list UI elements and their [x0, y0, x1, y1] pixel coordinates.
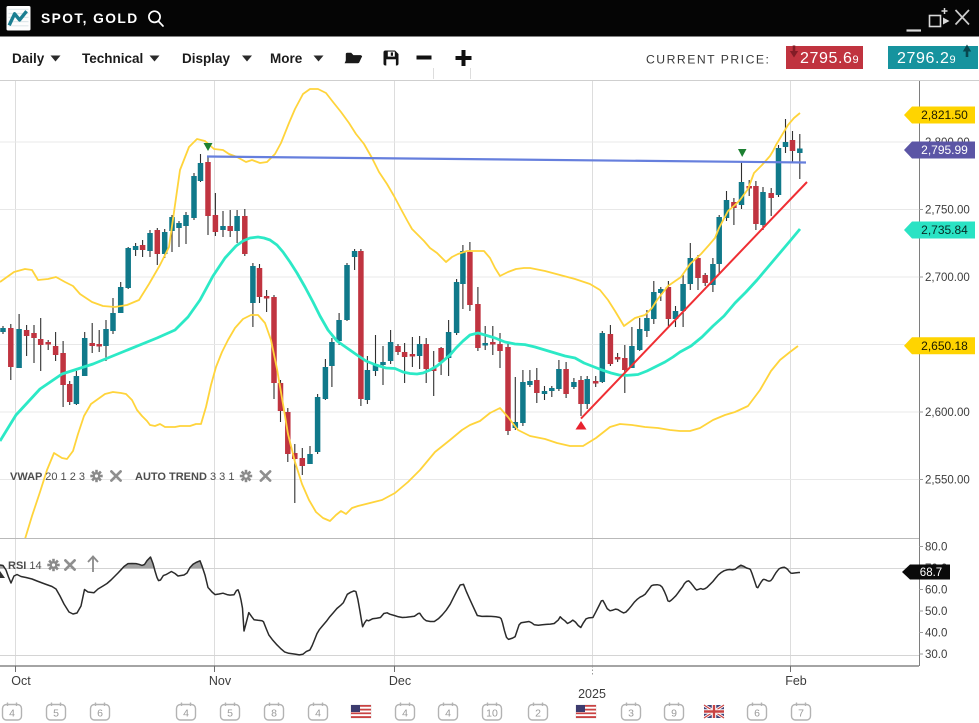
svg-text:Dec: Dec	[389, 674, 411, 688]
svg-text:9: 9	[671, 708, 677, 720]
svg-text:40.0: 40.0	[925, 628, 947, 640]
svg-text:2,750.00: 2,750.00	[925, 205, 970, 217]
svg-text:4: 4	[315, 708, 321, 720]
svg-text:AUTO TREND 3 3 1: AUTO TREND 3 3 1	[135, 471, 234, 483]
svg-text:SPOT, GOLD: SPOT, GOLD	[41, 11, 139, 26]
svg-text:6: 6	[754, 708, 760, 720]
svg-text:VWAP 20 1 2 3: VWAP 20 1 2 3	[10, 471, 85, 483]
svg-text:More: More	[270, 51, 303, 66]
svg-text:CURRENT PRICE:: CURRENT PRICE:	[646, 53, 770, 67]
svg-text:2,821.50: 2,821.50	[921, 108, 968, 122]
svg-text:6: 6	[97, 708, 103, 720]
svg-text:4: 4	[9, 708, 15, 720]
svg-text:Daily: Daily	[12, 51, 45, 66]
svg-text:4: 4	[445, 708, 451, 720]
svg-text:2795.69: 2795.69	[800, 50, 859, 67]
svg-text:Feb: Feb	[785, 674, 807, 688]
svg-text:2,650.18: 2,650.18	[921, 339, 968, 353]
svg-text:2: 2	[535, 708, 541, 720]
svg-text:2,600.00: 2,600.00	[925, 407, 970, 419]
svg-text:4: 4	[402, 708, 408, 720]
svg-text:8: 8	[271, 708, 277, 720]
svg-text:4: 4	[183, 708, 189, 720]
svg-text:Technical: Technical	[82, 51, 143, 66]
svg-text:50.0: 50.0	[925, 606, 947, 618]
svg-text:7: 7	[798, 708, 804, 720]
svg-text:2,795.99: 2,795.99	[921, 143, 968, 157]
svg-text:5: 5	[53, 708, 59, 720]
svg-text:RSI 14: RSI 14	[8, 560, 42, 572]
svg-text:30.0: 30.0	[925, 649, 947, 661]
svg-text:10: 10	[486, 708, 498, 720]
svg-text:2,550.00: 2,550.00	[925, 475, 970, 487]
svg-text:Nov: Nov	[209, 674, 232, 688]
svg-text:2796.29: 2796.29	[897, 50, 956, 67]
svg-text:68.7: 68.7	[920, 567, 942, 579]
svg-text:Display: Display	[182, 51, 231, 66]
svg-text:80.0: 80.0	[925, 542, 947, 554]
svg-text:60.0: 60.0	[925, 585, 947, 597]
svg-text:3: 3	[628, 708, 634, 720]
svg-text:2025: 2025	[578, 687, 606, 701]
svg-text:2,735.84: 2,735.84	[921, 223, 968, 237]
svg-text:5: 5	[227, 708, 233, 720]
svg-text:2,700.00: 2,700.00	[925, 272, 970, 284]
svg-text:Oct: Oct	[11, 674, 31, 688]
